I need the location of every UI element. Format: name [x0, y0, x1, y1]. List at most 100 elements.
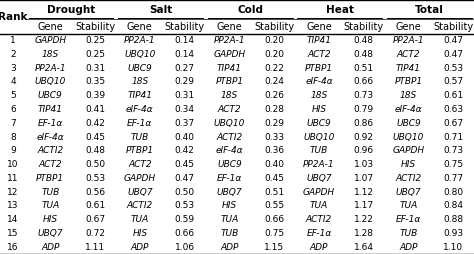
- Text: ADP: ADP: [310, 243, 328, 252]
- Text: EF-1α: EF-1α: [396, 215, 421, 224]
- Text: 0.31: 0.31: [174, 91, 195, 100]
- Text: 0.66: 0.66: [174, 229, 195, 238]
- Text: UBQ10: UBQ10: [124, 50, 155, 59]
- Text: 1.64: 1.64: [354, 243, 374, 252]
- Text: 0.24: 0.24: [264, 77, 284, 87]
- Text: Rank: Rank: [0, 12, 28, 22]
- Text: 0.41: 0.41: [85, 105, 105, 114]
- Text: TUB: TUB: [400, 229, 418, 238]
- Text: GAPDH: GAPDH: [34, 36, 66, 45]
- Text: GAPDH: GAPDH: [213, 50, 246, 59]
- Text: ACT2: ACT2: [307, 50, 331, 59]
- Text: UBQ10: UBQ10: [303, 133, 335, 141]
- Text: Total: Total: [415, 5, 444, 15]
- Text: 0.37: 0.37: [174, 119, 195, 128]
- Text: 18S: 18S: [131, 77, 148, 87]
- Text: HIS: HIS: [43, 215, 58, 224]
- Text: UBQ7: UBQ7: [306, 174, 332, 183]
- Text: 0.45: 0.45: [264, 174, 284, 183]
- Text: 7: 7: [10, 119, 16, 128]
- Text: TUA: TUA: [131, 215, 149, 224]
- Text: TUB: TUB: [41, 187, 59, 197]
- Text: 0.67: 0.67: [85, 215, 105, 224]
- Text: UBC9: UBC9: [217, 160, 242, 169]
- Text: Gene: Gene: [37, 22, 63, 32]
- Text: TIP41: TIP41: [128, 91, 152, 100]
- Text: ADP: ADP: [41, 243, 59, 252]
- Text: Stability: Stability: [254, 22, 294, 32]
- Text: 1.28: 1.28: [354, 229, 374, 238]
- Text: ACTI2: ACTI2: [37, 146, 64, 155]
- Text: 1.15: 1.15: [264, 243, 284, 252]
- Text: 0.27: 0.27: [174, 64, 195, 73]
- Text: 0.61: 0.61: [85, 201, 105, 210]
- Text: Gene: Gene: [306, 22, 332, 32]
- Text: 0.45: 0.45: [174, 160, 195, 169]
- Text: eIF-4α: eIF-4α: [395, 105, 422, 114]
- Text: ACTI2: ACTI2: [306, 215, 332, 224]
- Text: eIF-4α: eIF-4α: [36, 133, 64, 141]
- Text: ADP: ADP: [131, 243, 149, 252]
- Text: UBC9: UBC9: [307, 119, 331, 128]
- Text: 18S: 18S: [42, 50, 59, 59]
- Text: 0.40: 0.40: [174, 133, 195, 141]
- Text: 0.42: 0.42: [175, 146, 195, 155]
- Text: 0.80: 0.80: [443, 187, 464, 197]
- Text: 0.14: 0.14: [174, 36, 195, 45]
- Text: Gene: Gene: [127, 22, 153, 32]
- Text: 0.45: 0.45: [85, 133, 105, 141]
- Text: PTBP1: PTBP1: [305, 64, 333, 73]
- Text: PP2A-1: PP2A-1: [35, 64, 66, 73]
- Text: 0.25: 0.25: [85, 50, 105, 59]
- Text: 2: 2: [10, 50, 16, 59]
- Text: Drought: Drought: [47, 5, 95, 15]
- Text: 0.22: 0.22: [264, 64, 284, 73]
- Text: 18S: 18S: [221, 91, 238, 100]
- Text: 10: 10: [7, 160, 19, 169]
- Text: TIP41: TIP41: [396, 64, 421, 73]
- Text: UBC9: UBC9: [38, 91, 63, 100]
- Text: 0.71: 0.71: [443, 133, 464, 141]
- Text: 0.51: 0.51: [264, 187, 284, 197]
- Text: TUA: TUA: [220, 215, 238, 224]
- Text: 0.79: 0.79: [354, 105, 374, 114]
- Text: Gene: Gene: [217, 22, 242, 32]
- Text: 1.22: 1.22: [354, 215, 374, 224]
- Text: 14: 14: [8, 215, 19, 224]
- Text: 1.17: 1.17: [354, 201, 374, 210]
- Text: UBQ10: UBQ10: [214, 119, 245, 128]
- Text: 0.55: 0.55: [264, 201, 284, 210]
- Text: PP2A-1: PP2A-1: [393, 36, 424, 45]
- Text: 0.96: 0.96: [354, 146, 374, 155]
- Text: 1.10: 1.10: [443, 243, 464, 252]
- Text: 0.66: 0.66: [264, 215, 284, 224]
- Text: 18S: 18S: [310, 91, 328, 100]
- Text: 0.72: 0.72: [85, 229, 105, 238]
- Text: 0.33: 0.33: [264, 133, 284, 141]
- Text: 0.66: 0.66: [354, 77, 374, 87]
- Text: 0.50: 0.50: [174, 187, 195, 197]
- Text: 0.53: 0.53: [174, 201, 195, 210]
- Text: 0.67: 0.67: [443, 119, 464, 128]
- Text: TIP41: TIP41: [217, 64, 242, 73]
- Text: 0.40: 0.40: [264, 160, 284, 169]
- Text: UBQ7: UBQ7: [127, 187, 153, 197]
- Text: TIP41: TIP41: [38, 105, 63, 114]
- Text: 0.77: 0.77: [443, 174, 464, 183]
- Text: 0.57: 0.57: [443, 77, 464, 87]
- Text: 0.53: 0.53: [85, 174, 105, 183]
- Text: TIP41: TIP41: [307, 36, 331, 45]
- Text: 0.20: 0.20: [264, 50, 284, 59]
- Text: 0.36: 0.36: [264, 146, 284, 155]
- Text: Stability: Stability: [75, 22, 115, 32]
- Text: EF-1α: EF-1α: [37, 119, 63, 128]
- Text: PTBP1: PTBP1: [36, 174, 64, 183]
- Text: ACT2: ACT2: [38, 160, 62, 169]
- Text: 0.29: 0.29: [264, 119, 284, 128]
- Text: UBQ7: UBQ7: [217, 187, 242, 197]
- Text: 0.47: 0.47: [443, 50, 463, 59]
- Text: 0.51: 0.51: [354, 64, 374, 73]
- Text: Stability: Stability: [164, 22, 205, 32]
- Text: 0.73: 0.73: [354, 91, 374, 100]
- Text: ACT2: ACT2: [218, 105, 241, 114]
